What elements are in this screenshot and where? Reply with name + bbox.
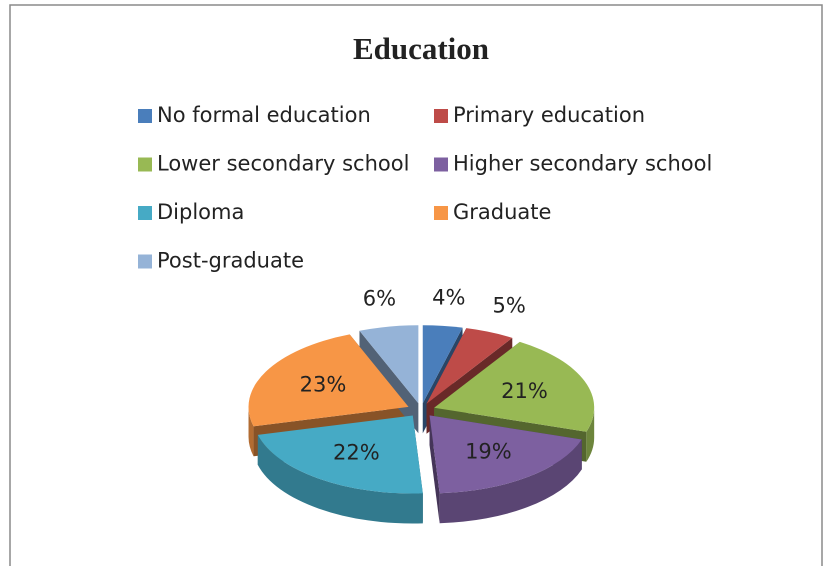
legend-swatch bbox=[434, 109, 448, 123]
slice-wall bbox=[429, 415, 440, 524]
legend-swatch bbox=[138, 254, 152, 269]
legend-swatch bbox=[434, 206, 448, 220]
slice bbox=[426, 328, 513, 404]
legend-label: Post-graduate bbox=[157, 249, 304, 273]
data-label: 4% bbox=[432, 286, 465, 310]
legend-label: Graduate bbox=[453, 200, 551, 224]
chart-title: Education bbox=[353, 31, 489, 66]
legend-swatch bbox=[138, 109, 152, 123]
data-label: 19% bbox=[465, 439, 512, 463]
legend-swatch bbox=[138, 206, 152, 220]
slice-wall bbox=[359, 330, 419, 434]
legend-label: Higher secondary school bbox=[453, 152, 712, 176]
slice-side bbox=[248, 406, 254, 457]
legend-label: Diploma bbox=[157, 200, 244, 224]
legend-label: No formal education bbox=[157, 103, 371, 127]
data-label: 22% bbox=[333, 440, 380, 464]
data-label: 21% bbox=[501, 379, 548, 403]
slice bbox=[434, 341, 595, 432]
legend-swatch bbox=[434, 157, 448, 172]
slice-side bbox=[257, 434, 423, 524]
slice-side bbox=[586, 407, 595, 462]
data-label: 23% bbox=[300, 373, 347, 397]
legend-label: Lower secondary school bbox=[157, 152, 409, 176]
legend-label: Primary education bbox=[453, 103, 645, 127]
slice-side bbox=[439, 439, 582, 524]
slice bbox=[359, 325, 419, 404]
data-label: 6% bbox=[363, 287, 396, 311]
pie-tops bbox=[248, 325, 595, 494]
data-label: 5% bbox=[493, 294, 526, 318]
legend-swatch bbox=[138, 157, 152, 172]
slice bbox=[422, 325, 463, 404]
slice bbox=[248, 334, 409, 427]
slice bbox=[257, 415, 423, 494]
chart-border bbox=[9, 4, 823, 566]
slice bbox=[429, 415, 582, 494]
